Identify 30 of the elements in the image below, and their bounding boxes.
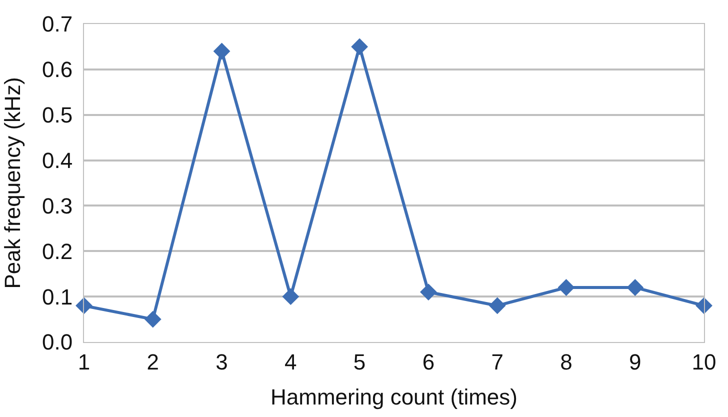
x-tick-label: 3	[216, 349, 228, 374]
x-tick-label: 8	[560, 349, 572, 374]
point	[420, 284, 437, 300]
point	[696, 297, 712, 314]
y-tick-label: 0.6	[42, 57, 73, 82]
y-tick-label: 0.5	[42, 102, 73, 128]
y-tick-label: 0.0	[42, 330, 73, 355]
y-tick-label: 0.4	[42, 148, 73, 173]
y-tick-label: 0.7	[42, 12, 73, 37]
point	[558, 279, 575, 296]
y-tick-label: 0.3	[42, 193, 73, 218]
x-tick-label: 2	[146, 349, 160, 374]
point	[76, 297, 92, 314]
point	[213, 42, 230, 60]
x-tick-label: 6	[422, 349, 435, 374]
point	[282, 288, 300, 306]
point	[351, 38, 368, 56]
x-tick-label: 7	[491, 349, 504, 374]
y-tick-label: 0.1	[42, 284, 73, 310]
x-tick-label: 5	[353, 349, 366, 374]
y-axis-title: Peak frequency (kHz)	[0, 77, 25, 289]
x-tick-label: 10	[692, 349, 716, 374]
point	[626, 279, 644, 296]
x-axis-title: Hammering count (times)	[270, 384, 518, 410]
point	[144, 310, 162, 328]
x-tick-label: 1	[78, 349, 90, 374]
x-tick-label: 9	[628, 349, 642, 374]
point	[488, 297, 506, 314]
x-tick-label: 4	[284, 349, 297, 374]
y-tick-label: 0.2	[42, 238, 73, 264]
